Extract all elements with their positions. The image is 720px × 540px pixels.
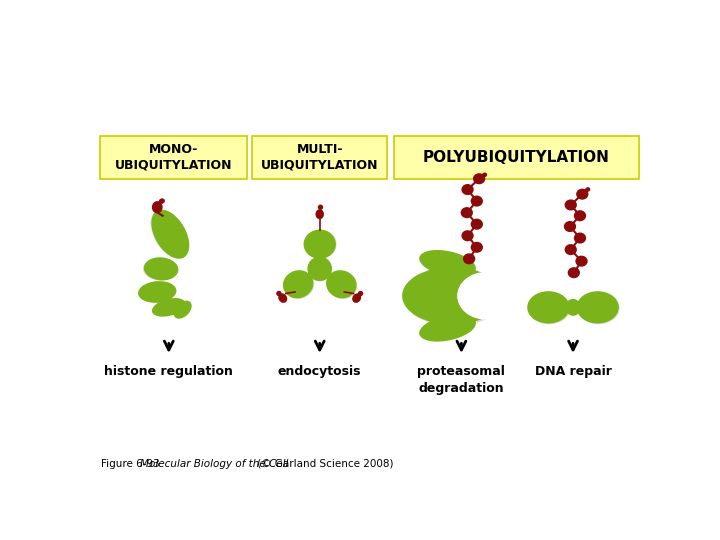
Ellipse shape	[138, 281, 176, 303]
Ellipse shape	[492, 265, 523, 327]
Ellipse shape	[528, 292, 570, 325]
Ellipse shape	[358, 291, 363, 296]
Ellipse shape	[565, 299, 581, 316]
Ellipse shape	[564, 199, 577, 211]
Ellipse shape	[473, 173, 485, 184]
FancyBboxPatch shape	[99, 136, 248, 179]
Ellipse shape	[402, 267, 503, 325]
Ellipse shape	[577, 291, 619, 323]
Ellipse shape	[575, 255, 588, 267]
Ellipse shape	[276, 291, 282, 296]
Text: histone regulation: histone regulation	[104, 365, 233, 378]
Ellipse shape	[152, 201, 163, 213]
Ellipse shape	[304, 230, 336, 259]
Ellipse shape	[278, 293, 287, 303]
Ellipse shape	[462, 184, 474, 195]
Ellipse shape	[482, 173, 487, 177]
Ellipse shape	[577, 292, 620, 325]
Ellipse shape	[564, 244, 577, 255]
Ellipse shape	[461, 207, 473, 218]
Ellipse shape	[471, 219, 483, 230]
Ellipse shape	[152, 298, 186, 316]
Ellipse shape	[326, 270, 356, 298]
Ellipse shape	[143, 259, 176, 280]
Ellipse shape	[404, 268, 504, 326]
Ellipse shape	[463, 253, 475, 265]
Text: proteasomal
degradation: proteasomal degradation	[418, 365, 505, 395]
FancyBboxPatch shape	[252, 136, 387, 179]
Ellipse shape	[471, 195, 483, 207]
Ellipse shape	[567, 267, 580, 278]
Ellipse shape	[457, 272, 515, 320]
Ellipse shape	[576, 188, 588, 200]
Ellipse shape	[315, 209, 324, 219]
Text: MONO-
UBIQUITYLATION: MONO- UBIQUITYLATION	[114, 143, 232, 172]
Text: MULTI-
UBIQUITYLATION: MULTI- UBIQUITYLATION	[261, 143, 379, 172]
Ellipse shape	[574, 210, 586, 221]
Ellipse shape	[462, 230, 474, 241]
Ellipse shape	[159, 198, 165, 204]
Ellipse shape	[419, 315, 476, 342]
Ellipse shape	[318, 205, 323, 210]
Ellipse shape	[307, 256, 332, 281]
Text: DNA repair: DNA repair	[535, 365, 611, 378]
Ellipse shape	[305, 230, 337, 259]
Ellipse shape	[564, 221, 576, 232]
Ellipse shape	[150, 211, 187, 258]
Ellipse shape	[283, 270, 313, 298]
Ellipse shape	[174, 301, 192, 319]
Text: (© Garland Science 2008): (© Garland Science 2008)	[253, 458, 393, 469]
Ellipse shape	[585, 187, 590, 192]
Text: Figure 6-93: Figure 6-93	[101, 458, 166, 469]
Text: endocytosis: endocytosis	[278, 365, 361, 378]
Ellipse shape	[284, 271, 314, 299]
Ellipse shape	[574, 233, 586, 244]
Ellipse shape	[471, 242, 483, 253]
Ellipse shape	[151, 210, 189, 259]
Ellipse shape	[419, 250, 476, 277]
Ellipse shape	[352, 293, 361, 303]
FancyBboxPatch shape	[394, 136, 639, 179]
Text: Molecular Biology of the Cell: Molecular Biology of the Cell	[140, 458, 288, 469]
Ellipse shape	[327, 271, 357, 299]
Ellipse shape	[144, 257, 179, 280]
Ellipse shape	[527, 291, 570, 323]
Text: POLYUBIQUITYLATION: POLYUBIQUITYLATION	[423, 150, 610, 165]
